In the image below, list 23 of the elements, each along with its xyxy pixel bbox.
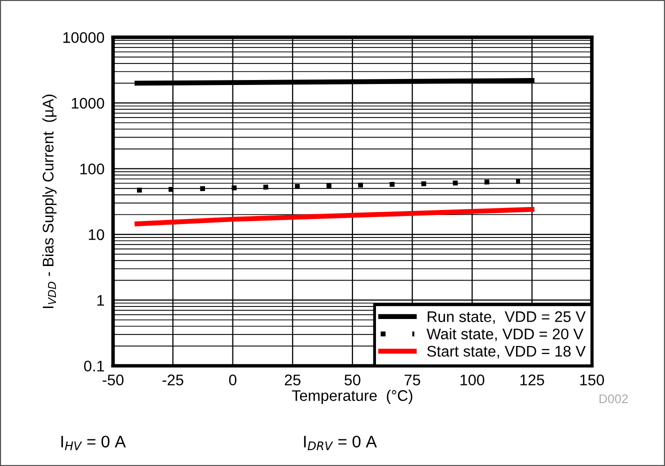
- y-axis-title: I$_{VDD}$ - Bias Supply Current (µA): [42, 94, 57, 308]
- x-tick-label: -25: [162, 374, 184, 386]
- y-tick-label: 1000: [72, 98, 104, 109]
- legend-label: Run state, VDD = 25 V: [428, 311, 586, 324]
- legend-label: Start state, VDD = 18 V: [427, 346, 586, 358]
- y-tick-label: 10000: [63, 32, 104, 43]
- x-tick-label: 25: [284, 374, 300, 386]
- y-tick-label: 10: [88, 229, 104, 240]
- x-tick-label: 0: [229, 374, 236, 386]
- x-tick-label: 150: [580, 374, 604, 386]
- text: I$_{HV}$ = 0 A: [61, 436, 126, 450]
- y-tick-label: 1: [97, 295, 104, 306]
- text: D002: [600, 394, 628, 404]
- y-tick-label: 100: [80, 164, 104, 174]
- x-tick-label: 125: [520, 374, 544, 386]
- x-tick-label: 75: [404, 374, 420, 386]
- text: I$_{DRV}$ = 0 A: [304, 436, 377, 450]
- legend-label: Wait state, VDD = 20 V: [426, 328, 584, 342]
- x-axis-title: Temperature (°C): [292, 390, 412, 404]
- x-tick-label: 100: [460, 374, 484, 386]
- y-tick-label: 0.1: [84, 360, 104, 372]
- x-tick-label: -50: [102, 374, 124, 386]
- x-tick-label: 50: [344, 374, 360, 386]
